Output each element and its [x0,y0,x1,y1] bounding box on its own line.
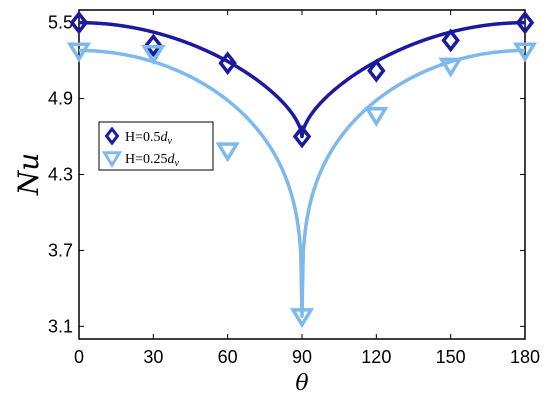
data-point-series-2 [512,42,538,63]
legend-marker-1 [104,126,120,146]
legend-label-2: H=0.25dv [125,152,180,169]
data-point-series-2 [141,44,166,65]
data-point-series-2 [364,106,389,127]
data-point-series-1 [367,58,386,83]
axis-ticks: 0 30 60 90 120 150 180 3.1 3.7 4.3 4.9 5.5 [48,10,540,367]
y-tick-label: 4.9 [48,89,73,109]
x-axis-title: θ [295,371,308,396]
x-tick-label: 60 [218,347,238,367]
data-markers [66,10,538,329]
x-tick-label: 30 [143,347,163,367]
data-point-series-2 [438,57,463,78]
y-axis-title: Nu [12,153,45,197]
legend-marker-2 [101,151,123,169]
x-tick-label: 180 [510,347,540,367]
legend-box [98,121,214,171]
y-tick-label: 3.1 [48,316,73,336]
x-tick-label: 150 [436,347,466,367]
legend-label-1: H=0.5dv [125,130,173,147]
fit-curve-series-2 [78,48,526,318]
y-tick-label: 5.5 [48,13,73,33]
x-tick-label: 90 [292,347,312,367]
legend: H=0.5dv H=0.25dv [98,121,214,171]
data-point-series-2 [66,42,92,63]
data-point-series-1 [218,51,237,75]
data-point-series-2 [215,142,240,163]
data-point-series-1 [515,10,535,35]
data-point-series-1 [292,124,312,149]
x-tick-label: 120 [361,347,391,367]
data-point-series-2 [289,308,315,329]
data-point-series-1 [69,10,89,35]
x-tick-label: 0 [74,347,84,367]
data-point-series-1 [441,28,460,53]
y-tick-label: 3.7 [48,240,73,260]
y-tick-label: 4.3 [48,165,73,185]
data-point-series-1 [144,33,163,58]
